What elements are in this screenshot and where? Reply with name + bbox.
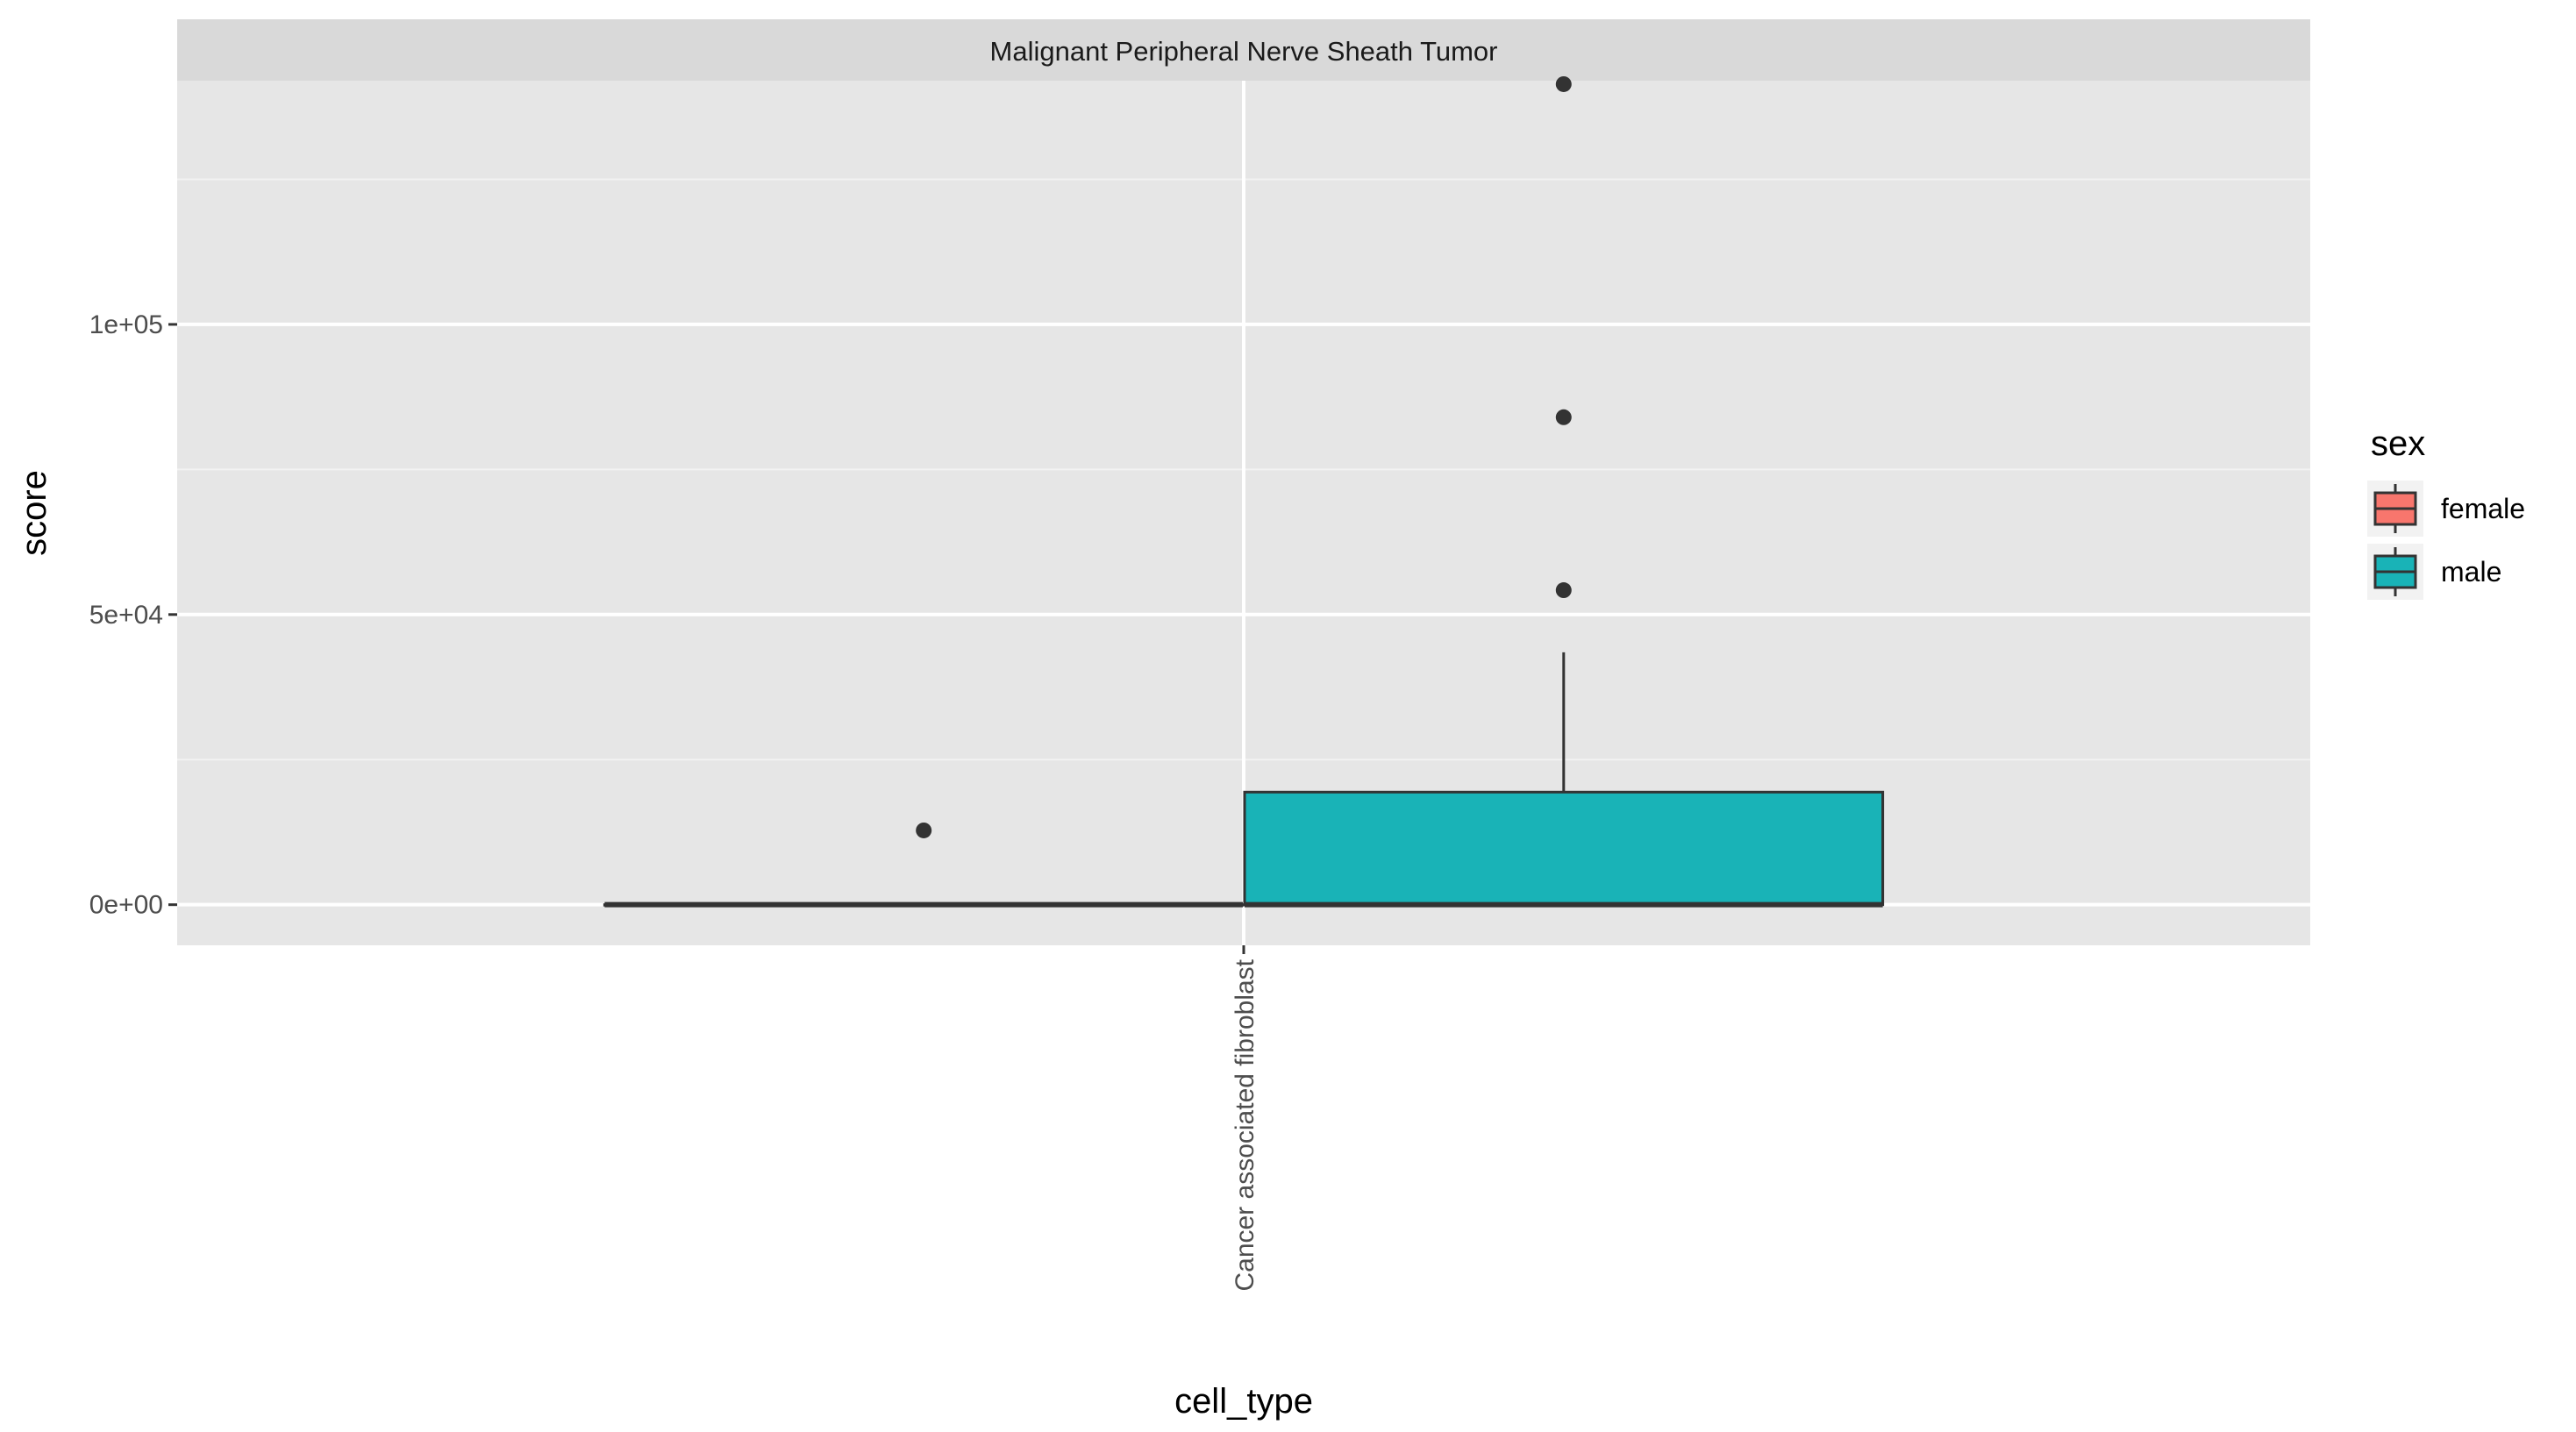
outlier-point	[1555, 409, 1572, 425]
x-axis-title: cell_type	[1174, 1382, 1313, 1421]
legend-label: male	[2441, 556, 2501, 588]
legend-title: sex	[2371, 424, 2425, 463]
box-female	[603, 822, 1245, 908]
box-body	[1243, 790, 1885, 907]
facet-strip	[177, 19, 2310, 81]
legend-item-male: male	[2367, 544, 2501, 600]
outlier-point	[1555, 582, 1572, 599]
x-tick-label: Cancer associated fibroblast	[1231, 958, 1259, 1291]
y-axis-title: score	[15, 470, 54, 556]
outlier-point	[1555, 75, 1572, 92]
y-axis: 0e+00 5e+04 1e+05	[89, 310, 177, 920]
outlier-point	[916, 822, 932, 838]
legend-item-female: female	[2367, 481, 2525, 537]
y-tick-label: 5e+04	[89, 601, 163, 630]
facet-title: Malignant Peripheral Nerve Sheath Tumor	[990, 36, 1498, 67]
legend: sex female male	[2367, 424, 2525, 600]
legend-label: female	[2441, 493, 2525, 524]
boxplots	[603, 75, 1885, 908]
box-male	[1243, 75, 1885, 908]
y-tick-label: 0e+00	[89, 891, 163, 920]
y-tick-label: 1e+05	[89, 310, 163, 339]
x-axis: Cancer associated fibroblast	[1231, 945, 1259, 1292]
